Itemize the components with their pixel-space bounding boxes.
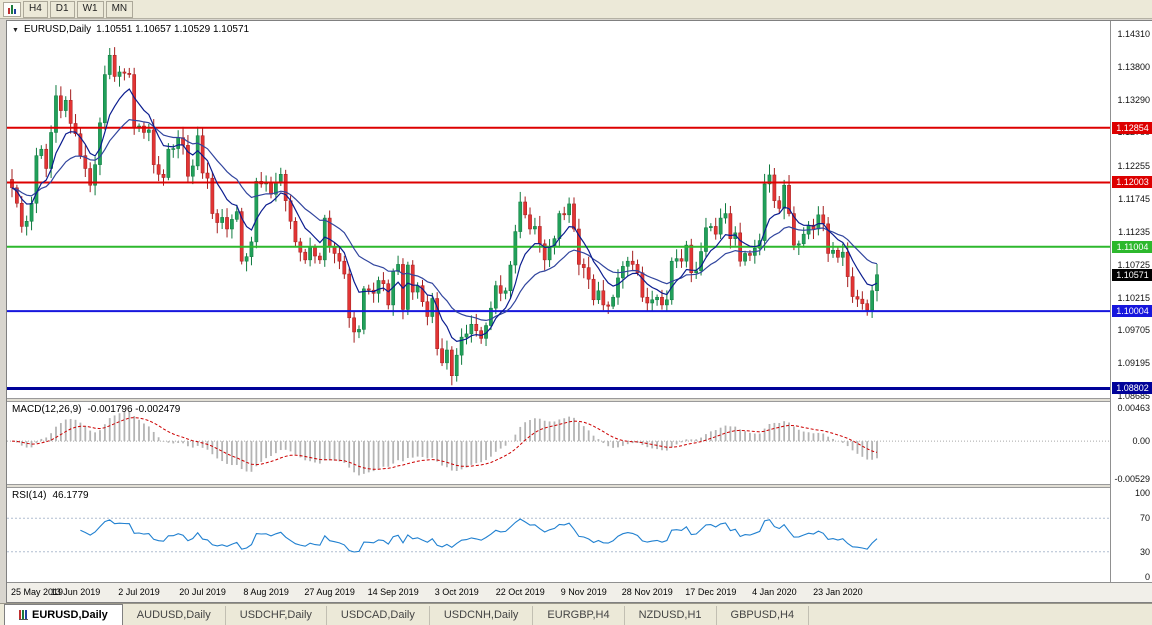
date-label: 9 Nov 2019 <box>561 587 607 597</box>
rsi-panel[interactable]: RSI(14) 46.1779 <box>7 488 1110 582</box>
price-level-badge: 1.12854 <box>1112 122 1152 134</box>
axis-tick: 30 <box>1140 547 1150 557</box>
chart-tab-label: AUDUSD,Daily <box>137 606 211 625</box>
chart-tab-eurgbp[interactable]: EURGBP,H4 <box>533 606 624 625</box>
date-label: 2 Jul 2019 <box>118 587 160 597</box>
rsi-value: 46.1779 <box>52 490 88 501</box>
macd-label: MACD(12,26,9) -0.001796 -0.002479 <box>12 404 180 415</box>
chart-tab-label: USDCHF,Daily <box>240 606 312 625</box>
axis-tick: 0.00463 <box>1117 403 1150 413</box>
price-level-badge: 1.12003 <box>1112 176 1152 188</box>
symbol-period-label: EURUSD,Daily <box>24 24 91 35</box>
axis-tick: 1.11745 <box>1118 194 1150 204</box>
chart-tab-label: NZDUSD,H1 <box>639 606 702 625</box>
axis-tick: -0.00529 <box>1114 474 1150 484</box>
chart-tab-label: USDCAD,Daily <box>341 606 415 625</box>
date-label: 23 Jan 2020 <box>813 587 863 597</box>
timeframe-button-w1[interactable]: W1 <box>77 1 104 18</box>
time-axis[interactable]: 25 May 201913 Jun 20192 Jul 201920 Jul 2… <box>7 582 1152 602</box>
chart-tab-bar: EURUSD,Daily AUDUSD,Daily USDCHF,Daily USDC… <box>0 603 1152 625</box>
chart-icon <box>19 610 28 620</box>
chart-tab-label: EURUSD,Daily <box>32 606 108 625</box>
axis-tick: 0 <box>1145 572 1150 582</box>
macd-panel[interactable]: MACD(12,26,9) -0.001796 -0.002479 <box>7 402 1110 484</box>
rsi-canvas[interactable] <box>7 488 1110 582</box>
current-price-badge: 1.10571 <box>1112 269 1152 281</box>
dropdown-icon[interactable] <box>12 24 19 35</box>
chart-tab-label: GBPUSD,H4 <box>731 606 795 625</box>
axis-tick: 1.13290 <box>1117 95 1150 105</box>
chart-tab-label: EURGBP,H4 <box>547 606 609 625</box>
chart-tab-usdcnh[interactable]: USDCNH,Daily <box>430 606 534 625</box>
date-label: 20 Jul 2019 <box>179 587 226 597</box>
date-label: 14 Sep 2019 <box>368 587 419 597</box>
chart-tab-nzdusd[interactable]: NZDUSD,H1 <box>625 606 717 625</box>
axis-tick: 70 <box>1140 513 1150 523</box>
chart-title: EURUSD,Daily 1.10551 1.10657 1.10529 1.1… <box>12 24 249 35</box>
axis-tick: 1.13800 <box>1117 62 1150 72</box>
chart-tab-label: USDCNH,Daily <box>444 606 519 625</box>
axis-tick: 1.09705 <box>1117 325 1150 335</box>
axis-tick: 1.14310 <box>1117 29 1150 39</box>
rsi-name: RSI(14) <box>12 490 46 501</box>
axis-tick: 1.10215 <box>1117 293 1150 303</box>
price-axis[interactable]: 1.143101.138001.132901.127801.122551.117… <box>1110 21 1152 582</box>
chart-tab-audusd[interactable]: AUDUSD,Daily <box>123 606 226 625</box>
date-label: 8 Aug 2019 <box>243 587 289 597</box>
chart-tab-gbpusd[interactable]: GBPUSD,H4 <box>717 606 810 625</box>
date-label: 28 Nov 2019 <box>622 587 673 597</box>
axis-tick: 100 <box>1135 488 1150 498</box>
chart-tab-usdchf[interactable]: USDCHF,Daily <box>226 606 327 625</box>
price-level-badge: 1.10004 <box>1112 305 1152 317</box>
timeframe-button-mn[interactable]: MN <box>106 1 134 18</box>
date-label: 27 Aug 2019 <box>304 587 355 597</box>
chart-type-icon[interactable] <box>3 2 21 17</box>
axis-tick: 0.00 <box>1132 436 1150 446</box>
rsi-label: RSI(14) 46.1779 <box>12 490 89 501</box>
macd-values: -0.001796 -0.002479 <box>87 404 180 415</box>
chart-tab-usdcad[interactable]: USDCAD,Daily <box>327 606 430 625</box>
ohlc-readout: 1.10551 1.10657 1.10529 1.10571 <box>96 24 249 35</box>
price-panel[interactable]: EURUSD,Daily 1.10551 1.10657 1.10529 1.1… <box>7 21 1110 398</box>
price-level-badge: 1.08802 <box>1112 382 1152 394</box>
chart-tab-eurusd[interactable]: EURUSD,Daily <box>4 604 123 625</box>
axis-tick: 1.12255 <box>1117 161 1150 171</box>
chart-window: EURUSD,Daily 1.10551 1.10657 1.10529 1.1… <box>6 20 1152 603</box>
date-label: 4 Jan 2020 <box>752 587 797 597</box>
timeframe-button-h4[interactable]: H4 <box>23 1 48 18</box>
date-label: 13 Jun 2019 <box>51 587 101 597</box>
toolbar: H4D1W1MN <box>0 0 1152 19</box>
macd-name: MACD(12,26,9) <box>12 404 81 415</box>
date-label: 22 Oct 2019 <box>496 587 545 597</box>
timeframe-button-d1[interactable]: D1 <box>50 1 75 18</box>
axis-tick: 1.09195 <box>1117 358 1150 368</box>
timeframe-group: H4D1W1MN <box>23 1 133 18</box>
date-label: 3 Oct 2019 <box>435 587 479 597</box>
date-label: 17 Dec 2019 <box>685 587 736 597</box>
axis-tick: 1.11235 <box>1118 227 1150 237</box>
price-chart-canvas[interactable] <box>7 21 1110 398</box>
price-level-badge: 1.11004 <box>1112 241 1152 253</box>
